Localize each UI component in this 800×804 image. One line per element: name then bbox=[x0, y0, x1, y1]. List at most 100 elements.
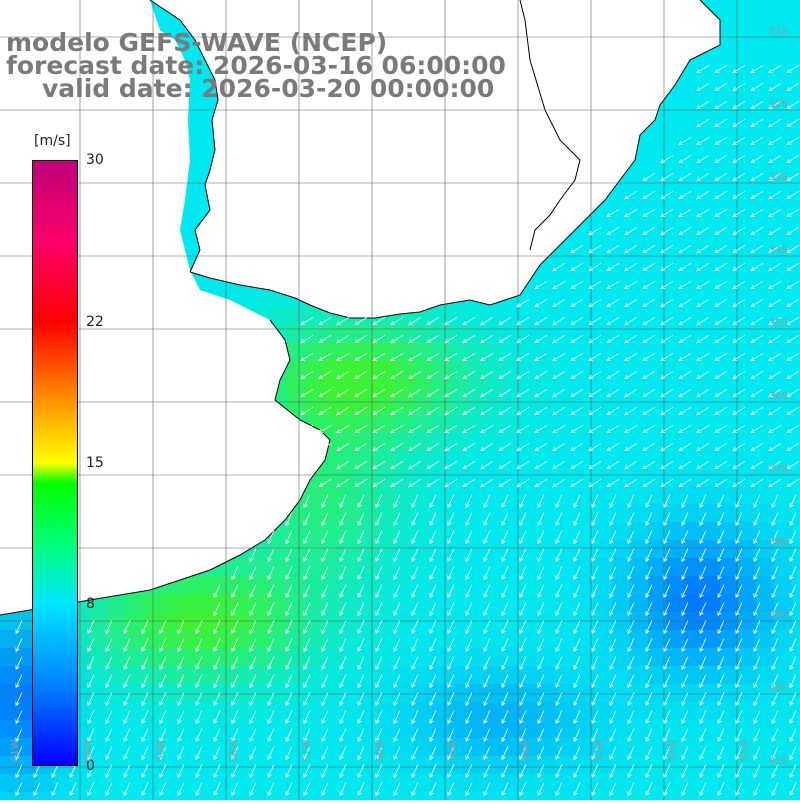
wind-speed-cell bbox=[684, 720, 703, 739]
wind-speed-cell bbox=[126, 630, 145, 649]
wind-speed-cell bbox=[738, 72, 757, 91]
wind-speed-cell bbox=[576, 594, 595, 613]
colorbar bbox=[32, 160, 78, 766]
wind-arrow bbox=[177, 620, 185, 635]
wind-speed-cell bbox=[486, 630, 505, 649]
wind-speed-cell bbox=[594, 684, 613, 703]
wind-arrow bbox=[570, 334, 584, 344]
wind-arrow bbox=[444, 334, 458, 344]
wind-arrow bbox=[663, 530, 671, 545]
wind-arrow bbox=[429, 728, 437, 743]
wind-speed-cell bbox=[702, 684, 721, 703]
wind-speed-cell bbox=[342, 756, 361, 775]
wind-speed-cell bbox=[702, 576, 721, 595]
wind-speed-cell bbox=[792, 360, 800, 379]
wind-speed-cell bbox=[360, 630, 379, 649]
wind-speed-cell bbox=[522, 594, 541, 613]
wind-arrow bbox=[789, 602, 797, 617]
wind-speed-cell bbox=[666, 738, 685, 757]
wind-speed-cell bbox=[540, 648, 559, 667]
wind-speed-cell bbox=[324, 684, 343, 703]
wind-arrow bbox=[285, 602, 293, 617]
wind-arrow bbox=[660, 388, 674, 398]
wind-speed-cell bbox=[306, 486, 325, 505]
wind-arrow bbox=[429, 620, 437, 635]
wind-arrow bbox=[750, 262, 764, 272]
colorbar-tick-label: 22 bbox=[86, 313, 104, 330]
wind-speed-cell bbox=[306, 306, 325, 325]
wind-arrow bbox=[390, 460, 404, 470]
wind-arrow bbox=[390, 352, 404, 362]
wind-arrow bbox=[336, 388, 350, 398]
wind-arrow bbox=[750, 118, 764, 128]
wind-arrow bbox=[483, 710, 491, 725]
wind-speed-cell bbox=[270, 720, 289, 739]
wind-speed-cell bbox=[612, 324, 631, 343]
wind-arrow bbox=[696, 244, 710, 254]
wind-speed-cell bbox=[756, 594, 775, 613]
wind-arrow bbox=[645, 656, 653, 671]
wind-arrow bbox=[354, 352, 368, 362]
wind-arrow bbox=[732, 100, 746, 110]
wind-arrow bbox=[501, 656, 509, 671]
wind-arrow bbox=[339, 674, 347, 689]
wind-arrow bbox=[771, 746, 779, 761]
wind-arrow bbox=[591, 602, 599, 617]
wind-arrow bbox=[357, 728, 365, 743]
wind-arrow bbox=[447, 710, 455, 725]
wind-speed-cell bbox=[306, 378, 325, 397]
wind-speed-cell bbox=[756, 468, 775, 487]
wind-arrow bbox=[681, 548, 689, 563]
wind-speed-cell bbox=[522, 774, 541, 793]
wind-speed-cell bbox=[666, 684, 685, 703]
wind-speed-cell bbox=[792, 144, 800, 163]
wind-speed-cell bbox=[306, 630, 325, 649]
wind-arrow bbox=[195, 656, 203, 671]
wind-speed-cell bbox=[198, 630, 217, 649]
wind-speed-cell bbox=[108, 702, 127, 721]
wind-speed-cell bbox=[576, 666, 595, 685]
wind-arrow bbox=[411, 512, 419, 527]
wind-arrow bbox=[717, 782, 725, 797]
wind-speed-cell bbox=[360, 774, 379, 793]
wind-speed-cell bbox=[432, 684, 451, 703]
wind-arrow bbox=[591, 764, 599, 779]
wind-arrow bbox=[750, 190, 764, 200]
wind-arrow bbox=[588, 226, 602, 236]
wind-speed-cell bbox=[378, 540, 397, 559]
wind-speed-cell bbox=[756, 486, 775, 505]
wind-arrow bbox=[627, 746, 635, 761]
wind-speed-cell bbox=[396, 324, 415, 343]
wind-speed-cell bbox=[720, 540, 739, 559]
wind-arrow bbox=[591, 494, 599, 509]
wind-speed-cell bbox=[486, 720, 505, 739]
wind-speed-cell bbox=[450, 720, 469, 739]
wind-arrow bbox=[696, 262, 710, 272]
wind-speed-cell bbox=[756, 666, 775, 685]
wind-speed-cell bbox=[576, 450, 595, 469]
wind-arrow bbox=[267, 764, 275, 779]
wind-arrow bbox=[591, 710, 599, 725]
wind-speed-cell bbox=[414, 486, 433, 505]
wind-arrow bbox=[678, 352, 692, 362]
wind-speed-cell bbox=[756, 36, 775, 55]
wind-arrow bbox=[534, 298, 548, 308]
wind-arrow bbox=[318, 442, 332, 452]
wind-arrow bbox=[267, 602, 275, 617]
wind-arrow bbox=[771, 566, 779, 581]
wind-arrow bbox=[249, 728, 257, 743]
wind-arrow bbox=[534, 334, 548, 344]
wind-speed-cell bbox=[360, 540, 379, 559]
wind-arrow bbox=[717, 620, 725, 635]
wind-arrow bbox=[789, 674, 797, 689]
wind-arrow bbox=[375, 746, 383, 761]
wind-speed-cell bbox=[396, 684, 415, 703]
wind-speed-cell bbox=[702, 72, 721, 91]
wind-arrow bbox=[501, 584, 509, 599]
wind-arrow bbox=[678, 478, 692, 488]
wind-speed-cell bbox=[414, 630, 433, 649]
wind-arrow bbox=[393, 584, 401, 599]
wind-speed-cell bbox=[684, 486, 703, 505]
wind-speed-cell bbox=[198, 738, 217, 757]
wind-speed-cell bbox=[270, 738, 289, 757]
